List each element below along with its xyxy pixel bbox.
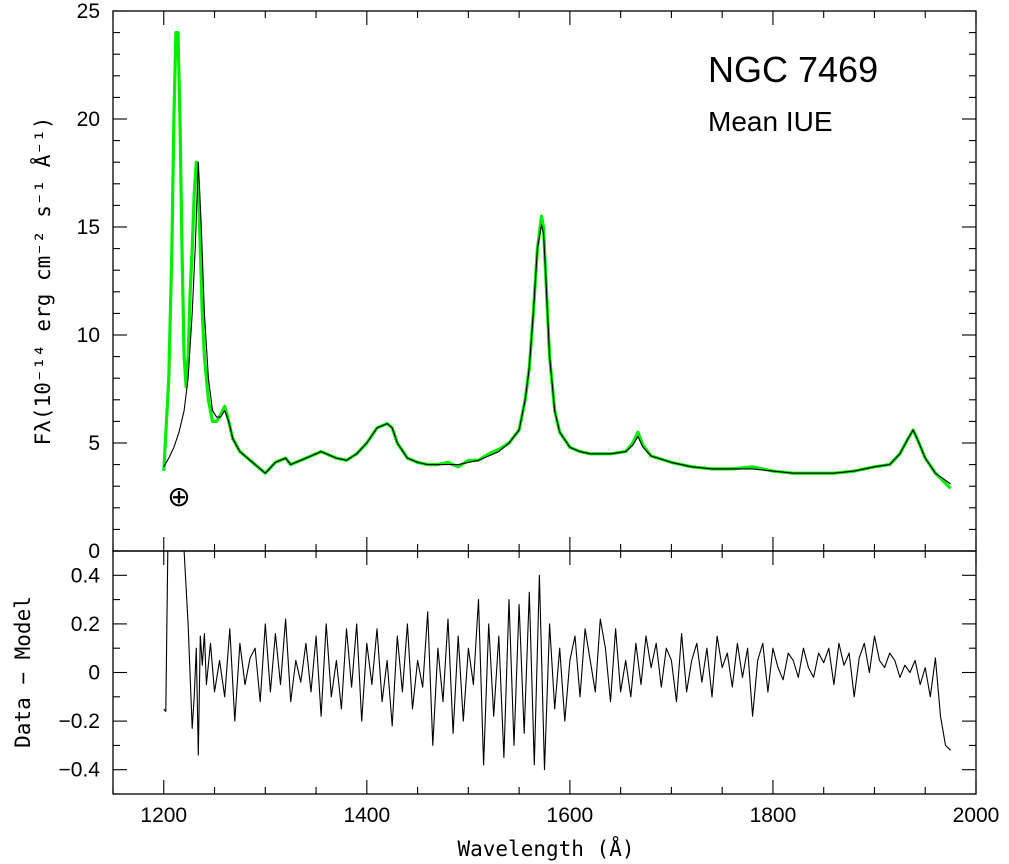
chart-title: NGC 7469: [708, 49, 878, 90]
upper-y-tick-label: 15: [77, 216, 100, 239]
chart-subtitle: Mean IUE: [708, 106, 833, 137]
lower-panel-tick-labels: 1200 1400 1600 1800 2000 −0.4 −0.2 0 0.2 0.4: [59, 564, 1000, 827]
upper-panel-tick-labels: 0 5 10 15 20 25: [77, 0, 100, 563]
lower-panel: 1200 1400 1600 1800 2000 −0.4 −0.2 0 0.2 0.4 Data…: [11, 550, 1000, 861]
upper-y-tick-label: 0: [88, 540, 100, 563]
lower-y-axis-title: Data − Model: [11, 596, 35, 748]
x-tick-label: 1200: [140, 804, 187, 827]
lower-y-tick-label: 0.2: [71, 613, 100, 636]
series-residual-line: [163, 550, 951, 771]
upper-y-tick-label: 25: [77, 0, 100, 23]
lower-y-tick-label: −0.4: [59, 759, 101, 782]
x-tick-label: 1800: [750, 804, 797, 827]
x-tick-label: 1600: [547, 804, 594, 827]
lower-y-tick-label: −0.2: [59, 710, 100, 733]
upper-y-tick-label: 5: [88, 432, 100, 455]
series-model-line: [163, 161, 951, 485]
lower-panel-series: [163, 550, 951, 771]
x-tick-label: 1400: [343, 804, 390, 827]
x-axis-title: Wavelength (Å): [457, 835, 634, 861]
lower-panel-ticks: [112, 550, 977, 795]
upper-y-axis-title: Fλ(10⁻¹⁴ erg cm⁻² s⁻¹ Å⁻¹): [29, 117, 55, 446]
lower-y-tick-label: 0.4: [71, 564, 101, 587]
upper-y-tick-label: 20: [77, 108, 100, 131]
upper-panel-series: [162, 30, 952, 490]
earth-symbol-icon: ⊕: [167, 481, 190, 512]
upper-y-tick-label: 10: [77, 324, 100, 347]
lower-y-tick-label: 0: [88, 662, 100, 685]
upper-panel: 0 5 10 15 20 25 NGC 7469 Mean IUE ⊕ Fλ(10⁻¹⁴ …: [29, 0, 977, 563]
x-tick-label: 2000: [953, 804, 1000, 827]
